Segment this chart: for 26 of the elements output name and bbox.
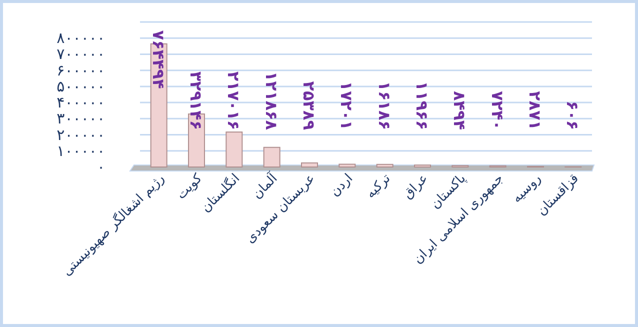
- x-tick-label: آلمان: [248, 168, 282, 202]
- data-label: ۱۷۲۰۱: [337, 81, 356, 130]
- y-tick-label: ۱۰۰۰۰۰: [56, 142, 105, 160]
- data-label: ۷۲۴۰: [488, 90, 507, 130]
- y-tick-label: ۳۰۰۰۰۰: [56, 110, 105, 128]
- data-label: ۸۴۹۴: [450, 90, 470, 130]
- data-label: ۲۸۷۱: [526, 90, 544, 130]
- y-tick-label: ۶۰۰۰۰۰: [56, 61, 105, 80]
- y-tick-label: ۷۰۰۰۰۰: [56, 45, 105, 64]
- data-label: ۷۶۴۴۹۴: [148, 30, 168, 90]
- data-label: ۱۱۹۶۶: [412, 81, 432, 130]
- x-tick-label: کویت: [174, 170, 206, 203]
- x-tick-label: اردن: [328, 171, 356, 200]
- y-tick-label: ۸۰۰۰۰۰: [56, 29, 105, 48]
- y-tick-label: ۴۰۰۰۰۰: [56, 94, 105, 112]
- data-label: ۳۲۹۱۴۶: [186, 71, 206, 130]
- x-tick-label: عراق: [400, 171, 432, 202]
- data-label: ۲۵۳۸۹: [300, 81, 318, 130]
- data-label: ۲۱۷۰۱۶: [224, 71, 244, 130]
- data-label: ۱۲۱۸۶۸: [262, 71, 281, 130]
- data-label: ۶۰۶: [563, 100, 582, 130]
- x-tick-label: ترکیه: [363, 170, 394, 202]
- data-label: ۱۶۱۸۶: [374, 81, 394, 130]
- y-tick-label: ۵۰۰۰۰۰: [56, 77, 105, 96]
- y-tick-label: ۲۰۰۰۰۰: [56, 126, 105, 144]
- x-tick-label: روسیه: [509, 171, 544, 206]
